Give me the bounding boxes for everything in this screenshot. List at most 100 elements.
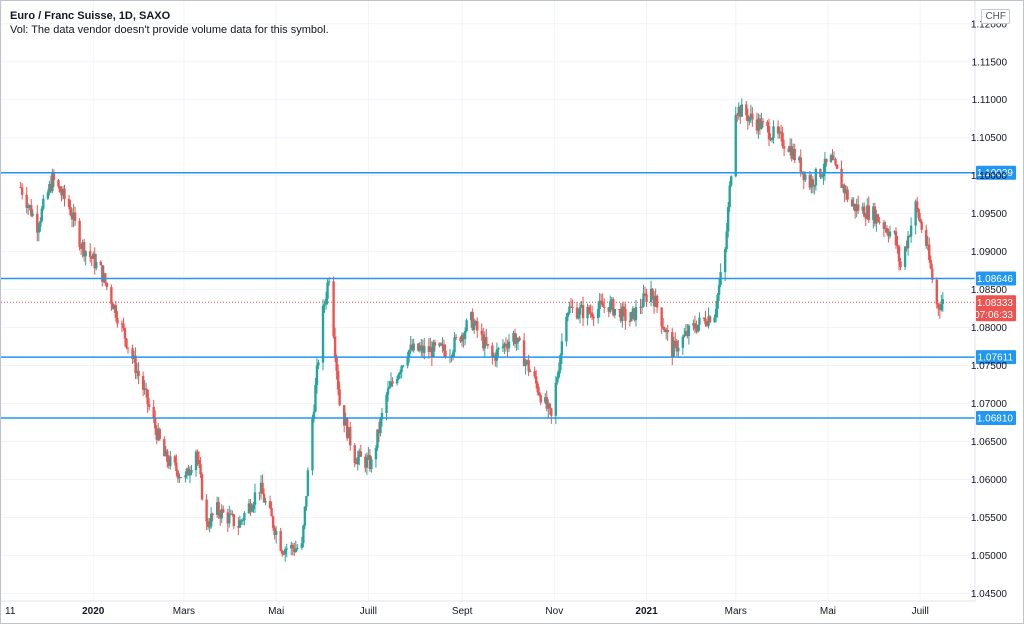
candle-body	[624, 308, 627, 321]
candle-body	[813, 185, 816, 187]
candle-body	[651, 288, 654, 297]
candle-body	[681, 336, 685, 348]
time-tick-label: 11	[5, 606, 16, 617]
candle-body	[134, 355, 137, 373]
price-tick-label: 1.10500	[971, 133, 1008, 144]
candle-body	[249, 503, 252, 512]
candle-body	[285, 548, 288, 550]
candle-body	[185, 468, 189, 476]
candle-body	[770, 138, 774, 141]
candle-body	[940, 303, 943, 311]
candle-body	[843, 185, 846, 194]
price-axis[interactable]: 1.12000 1.11500 1.11000 1.10500 1.10000 1.095…	[971, 19, 1008, 600]
candle-body	[359, 451, 363, 457]
candle-body	[492, 355, 496, 357]
candle-body	[528, 371, 532, 373]
level-label: 1.06810	[977, 413, 1014, 424]
candle-body	[444, 350, 447, 358]
time-axis[interactable]: 11 2020 Mars Mai Juill Sept Nov 2021 Mars Mai Juil…	[5, 606, 929, 617]
candle-body	[411, 344, 414, 351]
candle-body	[539, 395, 542, 403]
price-tick-label: 1.12000	[971, 19, 1008, 30]
candle-body	[628, 320, 632, 322]
candle-body	[852, 203, 855, 207]
candle-body	[271, 516, 275, 528]
candle-body	[640, 306, 644, 308]
candle-body	[386, 388, 390, 395]
symbol-title[interactable]: Euro / Franc Suisse, 1D, SAXO	[10, 10, 171, 22]
candle-body	[179, 477, 183, 479]
candle-body	[326, 282, 329, 299]
candle-body	[577, 314, 580, 319]
candle-body	[557, 370, 561, 378]
candle-body	[344, 418, 347, 426]
candle-body	[252, 504, 255, 509]
candle-body	[226, 512, 229, 524]
candle-body	[782, 146, 786, 149]
candle-body	[586, 306, 589, 319]
candle-body	[603, 306, 606, 308]
candle-body	[758, 118, 762, 129]
candle-body	[856, 204, 860, 211]
candle-body	[772, 126, 775, 139]
candle-body	[61, 188, 65, 196]
candle-body	[649, 288, 653, 303]
candle-body	[655, 295, 659, 308]
candle-body	[494, 355, 497, 361]
candle-body	[215, 502, 219, 515]
candle-body	[840, 168, 843, 188]
candle-body	[228, 514, 231, 524]
candle-body	[873, 206, 877, 224]
candle-body	[72, 212, 75, 220]
candle-body	[79, 247, 83, 249]
candle-body	[241, 520, 245, 522]
candle-body	[684, 331, 688, 335]
candle-body	[630, 311, 633, 322]
candle-body	[280, 550, 284, 554]
countdown-timer: 07:06:33	[974, 310, 1013, 321]
candle-body	[199, 464, 202, 475]
candle-body	[30, 205, 33, 216]
time-tick-label: Juill	[360, 606, 377, 617]
candle-body	[740, 104, 743, 117]
candle-body	[67, 198, 71, 207]
candle-body	[397, 374, 400, 380]
candle-body	[853, 203, 857, 212]
candle-body	[209, 513, 213, 527]
candle-body	[672, 340, 675, 357]
candle-body	[909, 225, 913, 237]
candle-body	[634, 306, 638, 321]
candle-body	[888, 231, 892, 237]
candle-body	[674, 340, 677, 342]
candle-body	[748, 117, 751, 122]
currency-button[interactable]: CHF	[981, 9, 1010, 24]
candle-body	[158, 428, 161, 440]
candle-body	[905, 246, 908, 249]
candle-body	[305, 496, 308, 507]
candle-body	[385, 394, 388, 414]
candle-body	[144, 388, 148, 390]
candle-body	[353, 445, 356, 464]
candle-body	[432, 342, 435, 358]
candle-body	[654, 295, 657, 307]
candle-body	[173, 456, 177, 463]
candle-body	[143, 388, 146, 390]
candle-body	[220, 509, 223, 519]
candle-body	[791, 148, 795, 159]
candle-body	[609, 301, 612, 312]
candle-body	[31, 213, 34, 216]
candle-body	[751, 113, 754, 120]
candle-body	[734, 114, 737, 177]
candle-body	[237, 526, 240, 528]
candle-body	[524, 361, 527, 367]
candle-body	[861, 206, 864, 211]
candle-body	[303, 506, 307, 526]
candle-body	[737, 106, 740, 115]
candle-body	[282, 553, 285, 555]
horizontal-levels[interactable]: 1.10039 1.08646 1.07611 1.06810	[1, 165, 1016, 425]
candle-body	[749, 113, 753, 118]
candle-body	[716, 294, 719, 309]
time-tick-label: Mai	[268, 606, 284, 617]
candle-body	[872, 206, 875, 221]
